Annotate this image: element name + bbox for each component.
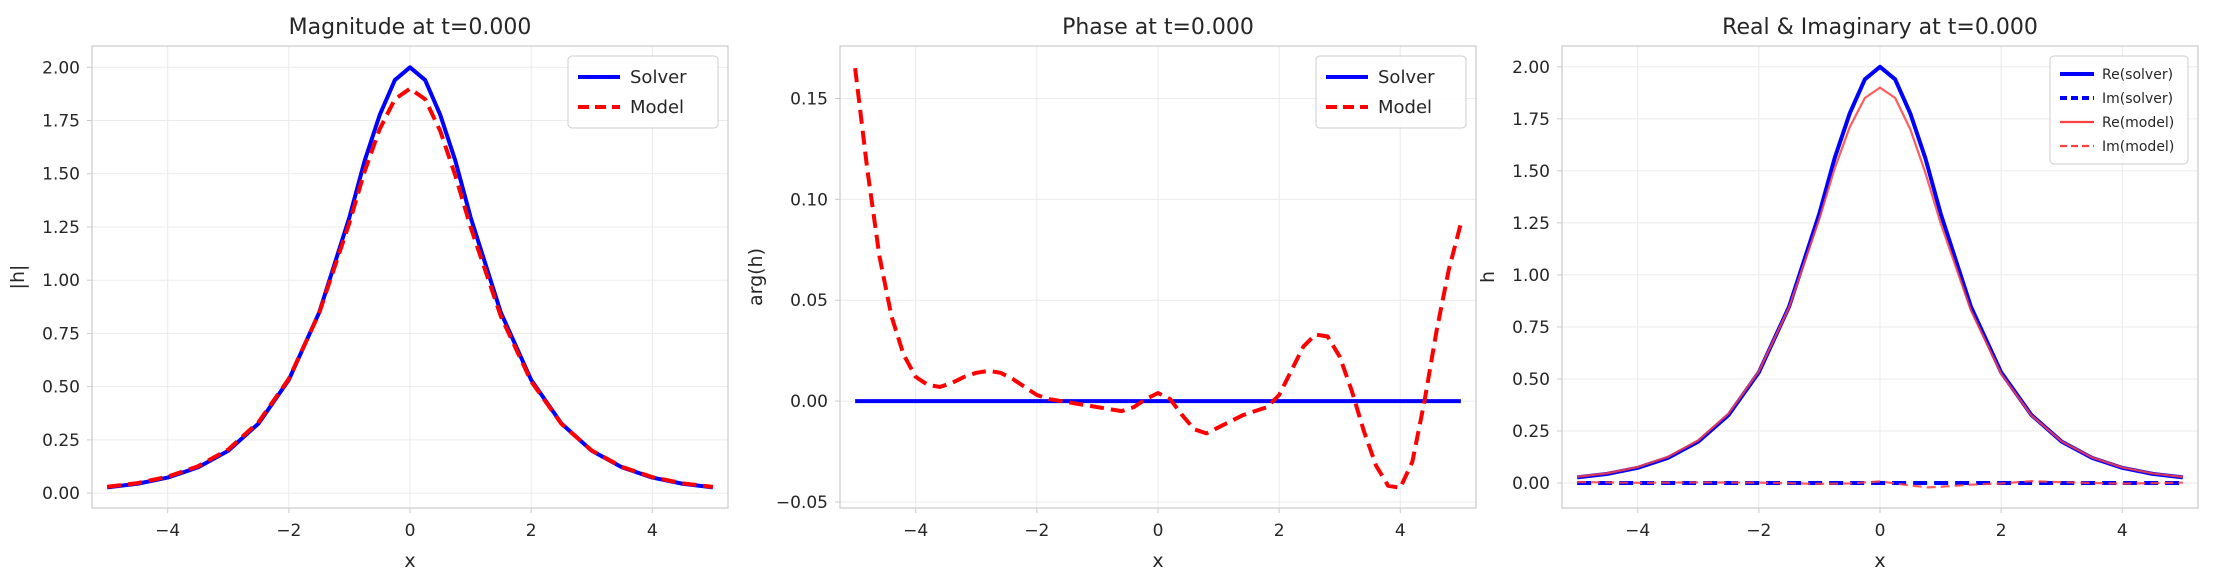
legend-box bbox=[1315, 55, 1467, 129]
y-axis-label: h bbox=[1477, 271, 1499, 283]
legend-label: Re(solver) bbox=[2102, 67, 2173, 83]
x-tick-label: −4 bbox=[1625, 521, 1650, 541]
y-axis-label: arg(h) bbox=[745, 248, 767, 306]
y-tick-label: 0.75 bbox=[42, 324, 80, 344]
y-tick-label: 0.25 bbox=[1512, 422, 1550, 442]
y-tick-label: 1.75 bbox=[1512, 110, 1550, 130]
y-tick-label: 0.50 bbox=[1512, 370, 1550, 390]
legend-label: Model bbox=[1378, 97, 1432, 118]
y-tick-label: 1.75 bbox=[42, 112, 80, 132]
x-tick-label: 4 bbox=[1395, 521, 1406, 541]
chart-panel-2: −4 −2 0 2 4 −0.05 0.00 0.05 0.10 0.15 Phase at t=0… bbox=[745, 15, 1477, 572]
series-line-model bbox=[106, 86, 714, 489]
legend-label: Solver bbox=[1378, 67, 1435, 88]
chart-title: Phase at t=0.000 bbox=[1062, 15, 1254, 40]
y-tick-label: −0.05 bbox=[776, 493, 828, 513]
legend-label: Solver bbox=[630, 67, 687, 88]
x-tick-label: −2 bbox=[1024, 521, 1049, 541]
x-tick-label: 0 bbox=[405, 521, 416, 541]
legend-label: Model bbox=[630, 97, 684, 118]
y-tick-label: 0.50 bbox=[42, 378, 80, 398]
x-tick-label: 2 bbox=[1274, 521, 1285, 541]
legend-label: Re(model) bbox=[2102, 115, 2174, 131]
y-tick-label: 0.25 bbox=[42, 431, 80, 451]
x-axis-label: x bbox=[1874, 550, 1885, 572]
x-tick-label: 4 bbox=[2117, 521, 2128, 541]
y-tick-label: 0.00 bbox=[1512, 474, 1550, 494]
legend-label: Im(model) bbox=[2102, 139, 2174, 155]
chart-panel-3: −4 −2 0 2 4 0.00 0.25 0.50 0.75 1.00 1.25 1.50 1.75 2… bbox=[1477, 15, 2199, 572]
legend-box bbox=[567, 55, 719, 129]
series-line-im-model- bbox=[1577, 480, 2183, 489]
chart-title: Real & Imaginary at t=0.000 bbox=[1722, 15, 2038, 40]
x-axis-label: x bbox=[1152, 550, 1163, 572]
chart-panel-1: −4 −2 0 2 4 0.00 0.25 0.50 0.75 1.00 1.25 1.50 1.75 2… bbox=[7, 15, 729, 572]
series-line-model bbox=[853, 67, 1463, 490]
x-tick-label: −4 bbox=[155, 521, 180, 541]
x-tick-label: −2 bbox=[1746, 521, 1771, 541]
legend-label: Im(solver) bbox=[2102, 91, 2173, 107]
y-tick-label: 2.00 bbox=[1512, 58, 1550, 78]
y-tick-label: 1.25 bbox=[1512, 214, 1550, 234]
y-tick-label: 1.00 bbox=[1512, 266, 1550, 286]
y-tick-label: 1.00 bbox=[42, 271, 80, 291]
y-tick-label: 0.05 bbox=[790, 291, 828, 311]
y-tick-label: 0.75 bbox=[1512, 318, 1550, 338]
y-tick-label: 0.15 bbox=[790, 89, 828, 109]
legend-box bbox=[2049, 55, 2189, 165]
x-tick-label: −2 bbox=[276, 521, 301, 541]
x-tick-label: 4 bbox=[647, 521, 658, 541]
y-tick-label: 1.50 bbox=[1512, 162, 1550, 182]
y-tick-label: 0.10 bbox=[790, 190, 828, 210]
y-tick-label: 0.00 bbox=[790, 392, 828, 412]
chart-title: Magnitude at t=0.000 bbox=[289, 15, 532, 40]
x-tick-label: 0 bbox=[1875, 521, 1886, 541]
x-tick-label: −4 bbox=[903, 521, 928, 541]
y-tick-label: 1.50 bbox=[42, 165, 80, 185]
y-tick-label: 1.25 bbox=[42, 218, 80, 238]
series-line-re-model- bbox=[1577, 86, 2183, 479]
x-tick-label: 2 bbox=[526, 521, 537, 541]
x-tick-label: 2 bbox=[1996, 521, 2007, 541]
y-tick-label: 0.00 bbox=[42, 484, 80, 504]
x-axis-label: x bbox=[404, 550, 415, 572]
x-tick-label: 0 bbox=[1153, 521, 1164, 541]
y-axis-label: |h| bbox=[7, 265, 29, 290]
y-tick-label: 2.00 bbox=[42, 58, 80, 78]
